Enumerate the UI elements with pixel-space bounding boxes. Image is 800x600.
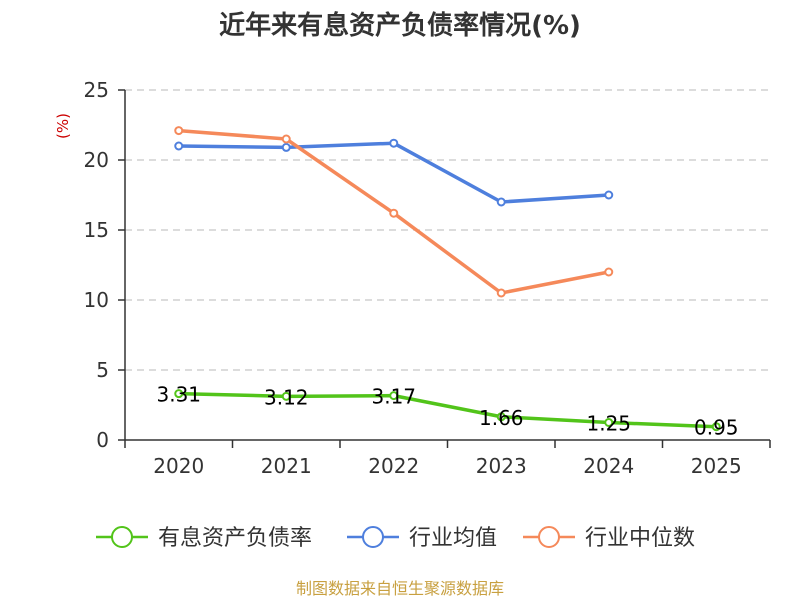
x-tick-label: 2021 [261, 454, 312, 478]
series-layer [174, 126, 721, 432]
x-tick-label: 2025 [691, 454, 742, 478]
data-point [174, 141, 184, 151]
y-tick-label: 10 [84, 288, 109, 312]
x-tick-label: 2023 [476, 454, 527, 478]
data-point [496, 412, 506, 422]
x-tick-label: 2022 [368, 454, 419, 478]
data-point [281, 134, 291, 144]
data-point [174, 126, 184, 136]
source-note: 制图数据来自恒生聚源数据库 [296, 579, 504, 598]
data-label: 3.31 [156, 383, 201, 407]
series-line-2 [178, 141, 609, 204]
data-point [496, 288, 506, 298]
y-tick-label: 15 [84, 218, 109, 242]
gridlines [125, 89, 770, 371]
y-tick-label: 5 [96, 358, 109, 382]
legend-label: 有息资产负债率 [158, 526, 312, 551]
data-point [174, 389, 184, 399]
data-label: 3.12 [264, 385, 309, 409]
data-point [604, 190, 614, 200]
data-point [604, 267, 614, 277]
legend-marker [538, 526, 560, 548]
y-tick-label: 25 [84, 78, 109, 102]
data-point [389, 391, 399, 401]
data-point [389, 138, 399, 148]
y-tick-label: 20 [84, 148, 109, 172]
data-point [711, 422, 721, 432]
data-point [496, 197, 506, 207]
legend-label: 行业中位数 [585, 526, 695, 551]
data-point [281, 142, 291, 152]
data-label: 0.95 [694, 416, 739, 440]
legend-label: 行业均值 [409, 526, 497, 551]
data-labels: 3.31 3.12 3.17 1.66 1.25 0.95 [156, 383, 738, 440]
data-point [281, 391, 291, 401]
data-point [389, 208, 399, 218]
x-tick-label: 2020 [153, 454, 204, 478]
y-tick-label: 0 [96, 428, 109, 452]
data-label: 3.17 [371, 385, 416, 409]
data-label: 1.66 [479, 406, 524, 430]
legend-marker [362, 526, 384, 548]
legend[interactable]: 有息资产负债率 行业均值 行业中位数 [96, 526, 695, 551]
x-tick-label: 2024 [583, 454, 634, 478]
y-axis-unit: (%) [54, 113, 72, 139]
series-line-1 [178, 391, 717, 429]
data-label: 1.25 [586, 412, 631, 436]
data-point [604, 418, 614, 427]
legend-marker [111, 526, 133, 548]
chart-title: 近年来有息资产负债率情况(%) [219, 10, 581, 41]
